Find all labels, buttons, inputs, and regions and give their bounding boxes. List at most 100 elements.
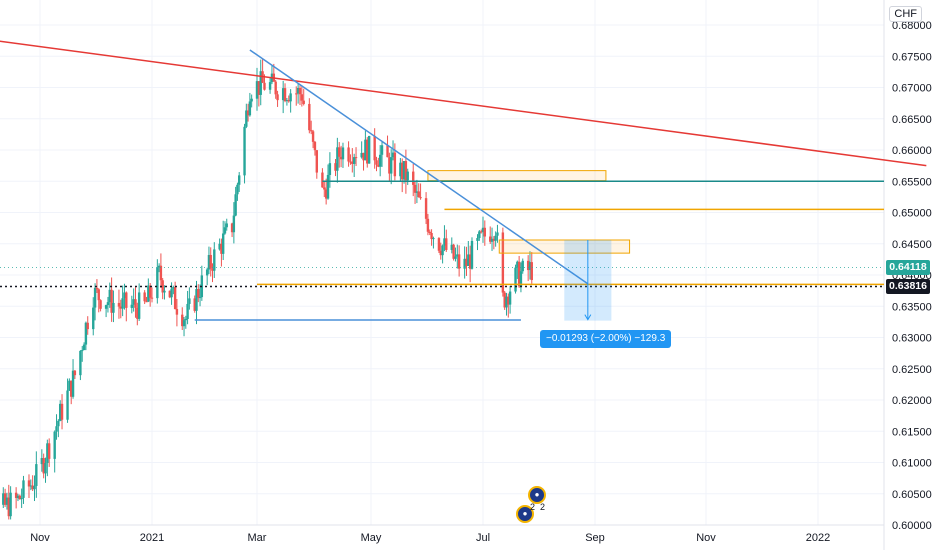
candle-body — [243, 126, 246, 176]
candle-body — [417, 191, 420, 198]
candle-body — [232, 215, 236, 233]
candle-body — [145, 301, 148, 303]
candle-body — [5, 497, 9, 505]
event-icon[interactable]: ● — [516, 505, 534, 523]
candle-body — [93, 287, 97, 308]
candle-body — [259, 71, 262, 95]
event-icon[interactable]: ● — [528, 486, 546, 504]
candle-body — [84, 322, 88, 345]
candle-body — [2, 493, 5, 505]
candle-body — [82, 344, 86, 351]
x-tick-label: May — [361, 532, 382, 544]
y-tick-label: 0.67500 — [892, 51, 932, 63]
candle-body — [362, 152, 365, 161]
candle-body — [117, 302, 121, 307]
candle-body — [159, 265, 163, 281]
candle-body — [246, 110, 250, 116]
candle-body — [360, 152, 363, 158]
candle-body — [313, 141, 317, 151]
candle-body — [53, 431, 56, 459]
candle-body — [526, 260, 530, 271]
x-tick-label: 2022 — [806, 532, 830, 544]
candle-body — [492, 238, 496, 241]
candle-body — [108, 289, 111, 303]
candle-body — [519, 271, 523, 287]
candle-body — [324, 189, 328, 199]
candle-body — [439, 250, 442, 256]
candle-body — [58, 403, 62, 421]
candle-body — [501, 232, 505, 293]
candle-body — [236, 184, 239, 195]
candle-body — [172, 287, 175, 289]
candle-body — [125, 292, 128, 308]
candle-body — [175, 309, 179, 315]
candle-body — [364, 139, 367, 161]
supply-zone[interactable] — [498, 239, 631, 254]
candle-body — [309, 130, 313, 132]
y-tick-label: 0.65000 — [892, 208, 932, 220]
candle-body — [198, 297, 202, 299]
y-tick-label: 0.62500 — [892, 364, 932, 376]
candle-body — [308, 103, 311, 131]
candle-body — [184, 318, 188, 321]
candle-body — [223, 227, 227, 234]
candle-body — [315, 150, 319, 173]
candle-body — [205, 269, 209, 276]
candle-body — [424, 198, 428, 219]
candle-body — [197, 289, 200, 298]
candle-body — [404, 161, 408, 181]
trend-line[interactable] — [0, 36, 927, 167]
candle-body — [295, 93, 298, 95]
candle-body — [257, 81, 261, 95]
candle-body — [468, 254, 472, 269]
candle-body — [289, 93, 292, 102]
candle-body — [35, 464, 38, 487]
candle-body — [79, 350, 82, 376]
candle-body — [437, 238, 441, 251]
y-tick-label: 0.61500 — [892, 426, 932, 438]
price-tag-current: 0.64118 — [886, 259, 930, 275]
currency-label[interactable]: CHF — [889, 6, 922, 22]
candle-body — [389, 157, 393, 174]
trend-line[interactable] — [249, 49, 589, 285]
candle-body — [57, 420, 60, 427]
candle-body — [170, 288, 173, 298]
candle-body — [132, 299, 135, 305]
supply-zone[interactable] — [427, 170, 607, 182]
y-tick-label: 0.67000 — [892, 83, 932, 95]
candle-body — [173, 287, 177, 310]
candle-body — [378, 154, 382, 167]
candle-body — [123, 292, 126, 299]
candle-body — [150, 297, 154, 299]
event-count: 2 — [530, 502, 536, 512]
candle-body — [341, 147, 345, 160]
candle-body — [419, 197, 422, 199]
x-tick-label: Mar — [248, 532, 267, 544]
candle-body — [530, 262, 533, 281]
candle-body — [3, 493, 7, 505]
candle-body — [406, 171, 409, 181]
candle-body — [328, 163, 332, 175]
candle-body — [505, 296, 508, 308]
candle-body — [339, 156, 343, 160]
candle-body — [285, 100, 289, 102]
candle-body — [393, 152, 397, 177]
candle-body — [528, 262, 532, 271]
candle-body — [445, 238, 448, 250]
candle-body — [283, 88, 287, 102]
candle-body — [263, 82, 266, 90]
candle-body — [443, 238, 446, 246]
x-tick-label: Nov — [30, 532, 50, 544]
candle-body — [119, 306, 122, 309]
candle-body — [225, 223, 228, 228]
candle-body — [470, 240, 474, 269]
candle-body — [161, 280, 164, 293]
candle-body — [130, 304, 134, 308]
candle-body — [300, 94, 304, 101]
candle-body — [70, 380, 73, 397]
candle-body — [302, 100, 305, 104]
candle-body — [106, 302, 110, 306]
candle-body — [207, 254, 211, 270]
candle-body — [517, 261, 521, 287]
